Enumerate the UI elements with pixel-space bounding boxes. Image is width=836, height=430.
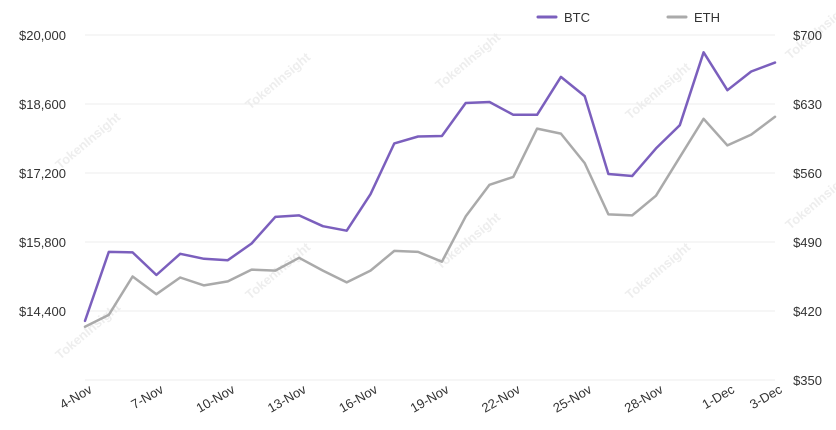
left-tick-label: $18,600 bbox=[19, 97, 66, 112]
x-tick-label: 10-Nov bbox=[193, 381, 237, 415]
right-axis: $700 $630 $560 $490 $420 $350 bbox=[793, 28, 822, 388]
x-tick-label: 4-Nov bbox=[57, 381, 95, 412]
right-tick-label: $350 bbox=[793, 373, 822, 388]
watermark-text: TokenInsight bbox=[622, 239, 693, 302]
x-tick-label: 13-Nov bbox=[265, 381, 309, 415]
legend[interactable]: BTC ETH bbox=[536, 10, 720, 25]
right-tick-label: $700 bbox=[793, 28, 822, 43]
watermark-text: TokenInsight bbox=[242, 49, 313, 112]
legend-item-eth[interactable]: ETH bbox=[666, 10, 720, 25]
gridlines bbox=[85, 34, 775, 381]
watermark-text: TokenInsight bbox=[52, 109, 123, 172]
series-line-eth bbox=[83, 115, 777, 329]
right-tick-label: $420 bbox=[793, 304, 822, 319]
legend-item-btc[interactable]: BTC bbox=[536, 10, 590, 25]
series-line-btc bbox=[83, 51, 777, 323]
watermark-text: TokenInsight bbox=[432, 209, 503, 272]
legend-label: ETH bbox=[694, 10, 720, 25]
right-tick-label: $490 bbox=[793, 235, 822, 250]
x-tick-label: 7-Nov bbox=[128, 381, 166, 412]
x-tick-label: 22-Nov bbox=[479, 381, 523, 415]
x-axis: 4-Nov 7-Nov 10-Nov 13-Nov 16-Nov 19-Nov 22-Nov… bbox=[57, 381, 785, 415]
left-tick-label: $14,400 bbox=[19, 304, 66, 319]
watermark-text: TokenInsight bbox=[432, 29, 503, 92]
watermark-layer: TokenInsight TokenInsight TokenInsight Toke… bbox=[52, 0, 836, 362]
right-tick-label: $630 bbox=[793, 97, 822, 112]
series-layer bbox=[83, 51, 777, 329]
legend-label: BTC bbox=[564, 10, 590, 25]
x-tick-label: 3-Dec bbox=[747, 381, 785, 412]
left-tick-label: $20,000 bbox=[19, 28, 66, 43]
left-tick-label: $15,800 bbox=[19, 235, 66, 250]
x-tick-label: 1-Dec bbox=[699, 381, 737, 412]
x-tick-label: 25-Nov bbox=[550, 381, 594, 415]
x-tick-label: 28-Nov bbox=[622, 381, 666, 415]
x-tick-label: 19-Nov bbox=[408, 381, 452, 415]
x-tick-label: 16-Nov bbox=[336, 381, 380, 415]
right-tick-label: $560 bbox=[793, 166, 822, 181]
left-tick-label: $17,200 bbox=[19, 166, 66, 181]
left-axis: $20,000 $18,600 $17,200 $15,800 $14,400 bbox=[19, 28, 66, 319]
